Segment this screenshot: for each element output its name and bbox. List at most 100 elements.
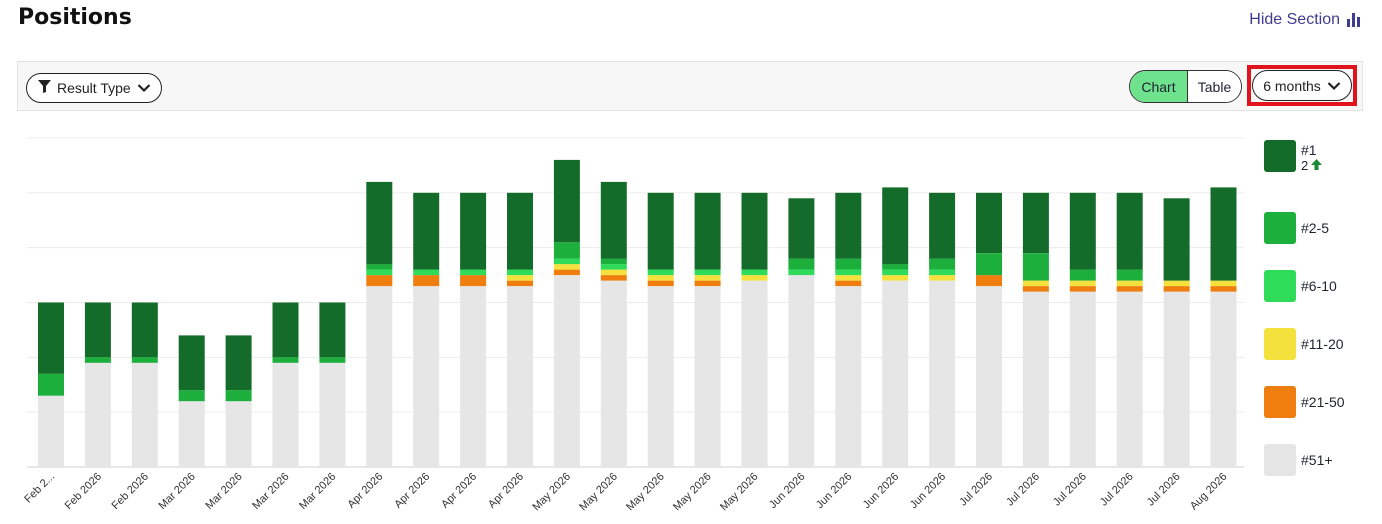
- legend-item-p21-50[interactable]: #21-50: [1264, 386, 1345, 418]
- bar-segment-p21-50[interactable]: [1069, 286, 1096, 292]
- bar-segment-p1[interactable]: [741, 192, 768, 270]
- bar-segment-p21-50[interactable]: [1022, 286, 1049, 292]
- bar-segment-p21-50[interactable]: [413, 275, 440, 287]
- legend-item-p2-5[interactable]: #2-5: [1264, 212, 1329, 244]
- bar-segment-p6-10[interactable]: [694, 269, 721, 276]
- bar-segment-p11-20[interactable]: [882, 275, 909, 281]
- bar-segment-p1[interactable]: [225, 335, 252, 391]
- bar-segment-p11-20[interactable]: [1210, 280, 1237, 287]
- time-range-dropdown[interactable]: 6 months: [1252, 70, 1352, 101]
- bar-segment-p1[interactable]: [647, 192, 674, 270]
- bar-segment-p6-10[interactable]: [413, 269, 440, 276]
- bar-segment-p1[interactable]: [929, 192, 956, 259]
- bar-segment-p21-50[interactable]: [600, 275, 627, 281]
- bar-segment-p51-plus[interactable]: [741, 280, 768, 467]
- bar-segment-p21-50[interactable]: [647, 280, 674, 287]
- bar-segment-p6-10[interactable]: [882, 269, 909, 276]
- bar-segment-p2-5[interactable]: [319, 357, 346, 363]
- bar-segment-p2-5[interactable]: [600, 258, 627, 265]
- bar-segment-p21-50[interactable]: [1210, 286, 1237, 292]
- bar-segment-p21-50[interactable]: [835, 280, 862, 287]
- bar-segment-p2-5[interactable]: [553, 242, 580, 259]
- bar-segment-p51-plus[interactable]: [976, 286, 1002, 467]
- bar-segment-p11-20[interactable]: [1069, 280, 1096, 287]
- bar-segment-p21-50[interactable]: [1163, 286, 1190, 292]
- chart-view-tab[interactable]: Chart: [1130, 71, 1188, 102]
- bar-segment-p11-20[interactable]: [647, 275, 674, 281]
- bar-segment-p51-plus[interactable]: [835, 286, 862, 467]
- bar-segment-p11-20[interactable]: [507, 275, 533, 281]
- bar-segment-p51-plus[interactable]: [413, 286, 440, 467]
- bar-segment-p51-plus[interactable]: [694, 286, 721, 467]
- bar-segment-p1[interactable]: [319, 302, 346, 358]
- bar-segment-p1[interactable]: [1116, 192, 1143, 270]
- bar-segment-p1[interactable]: [553, 159, 580, 243]
- bar-segment-p51-plus[interactable]: [882, 280, 909, 467]
- bar-segment-p51-plus[interactable]: [225, 401, 252, 467]
- bar-segment-p2-5[interactable]: [929, 258, 956, 270]
- bar-segment-p2-5[interactable]: [38, 373, 64, 396]
- bar-segment-p1[interactable]: [976, 192, 1002, 254]
- bar-segment-p51-plus[interactable]: [1163, 291, 1190, 468]
- bar-segment-p51-plus[interactable]: [1116, 291, 1143, 468]
- bar-segment-p11-20[interactable]: [694, 275, 721, 281]
- bar-segment-p1[interactable]: [600, 181, 627, 259]
- bar-segment-p2-5[interactable]: [1116, 269, 1143, 281]
- bar-segment-p1[interactable]: [507, 192, 533, 270]
- bar-segment-p6-10[interactable]: [507, 269, 533, 276]
- bar-segment-p51-plus[interactable]: [131, 362, 158, 467]
- bar-segment-p1[interactable]: [38, 302, 64, 374]
- bar-segment-p51-plus[interactable]: [1022, 291, 1049, 468]
- bar-segment-p2-5[interactable]: [84, 357, 111, 363]
- bar-segment-p1[interactable]: [694, 192, 721, 270]
- bar-segment-p51-plus[interactable]: [366, 286, 393, 467]
- bar-segment-p2-5[interactable]: [788, 258, 815, 270]
- table-view-tab[interactable]: Table: [1188, 71, 1241, 102]
- bar-segment-p1[interactable]: [1069, 192, 1096, 270]
- bar-segment-p11-20[interactable]: [1163, 280, 1190, 287]
- hide-section-link[interactable]: Hide Section: [1249, 11, 1362, 29]
- bar-segment-p2-5[interactable]: [272, 357, 299, 363]
- bar-segment-p6-10[interactable]: [460, 269, 487, 276]
- bar-segment-p1[interactable]: [131, 302, 158, 358]
- legend-item-p11-20[interactable]: #11-20: [1264, 328, 1344, 360]
- bar-segment-p51-plus[interactable]: [1069, 291, 1096, 468]
- bar-segment-p1[interactable]: [84, 302, 111, 358]
- bar-segment-p2-5[interactable]: [882, 264, 909, 270]
- legend-item-p6-10[interactable]: #6-10: [1264, 270, 1337, 302]
- bar-segment-p2-5[interactable]: [225, 390, 252, 402]
- bar-segment-p51-plus[interactable]: [272, 362, 299, 467]
- bar-segment-p2-5[interactable]: [366, 264, 393, 270]
- bar-segment-p11-20[interactable]: [1116, 280, 1143, 287]
- bar-segment-p2-5[interactable]: [1069, 269, 1096, 281]
- bar-segment-p2-5[interactable]: [1022, 253, 1049, 281]
- bar-segment-p51-plus[interactable]: [553, 275, 580, 467]
- bar-segment-p11-20[interactable]: [553, 264, 580, 270]
- legend-item-p51-plus[interactable]: #51+: [1264, 444, 1333, 476]
- bar-segment-p2-5[interactable]: [976, 253, 1002, 276]
- bar-segment-p6-10[interactable]: [929, 269, 956, 276]
- bar-segment-p21-50[interactable]: [976, 275, 1002, 287]
- result-type-filter-button[interactable]: Result Type: [26, 73, 162, 103]
- legend-item-p1[interactable]: #1 2: [1264, 140, 1323, 174]
- bar-segment-p51-plus[interactable]: [600, 280, 627, 467]
- bar-segment-p21-50[interactable]: [694, 280, 721, 287]
- bar-segment-p21-50[interactable]: [460, 275, 487, 287]
- bar-segment-p51-plus[interactable]: [507, 286, 533, 467]
- bar-segment-p6-10[interactable]: [647, 269, 674, 276]
- bar-segment-p51-plus[interactable]: [460, 286, 487, 467]
- bar-segment-p51-plus[interactable]: [788, 275, 815, 467]
- bar-segment-p21-50[interactable]: [507, 280, 533, 287]
- bar-segment-p1[interactable]: [835, 192, 862, 259]
- bar-segment-p1[interactable]: [1163, 198, 1190, 281]
- bar-segment-p1[interactable]: [178, 335, 205, 391]
- bar-segment-p1[interactable]: [1022, 192, 1049, 254]
- bar-segment-p51-plus[interactable]: [1210, 291, 1237, 468]
- bar-segment-p21-50[interactable]: [1116, 286, 1143, 292]
- bar-segment-p11-20[interactable]: [600, 269, 627, 276]
- bar-segment-p1[interactable]: [882, 187, 909, 265]
- bar-segment-p21-50[interactable]: [366, 275, 393, 287]
- bar-segment-p1[interactable]: [413, 192, 440, 270]
- bar-segment-p6-10[interactable]: [600, 264, 627, 270]
- bar-segment-p51-plus[interactable]: [647, 286, 674, 467]
